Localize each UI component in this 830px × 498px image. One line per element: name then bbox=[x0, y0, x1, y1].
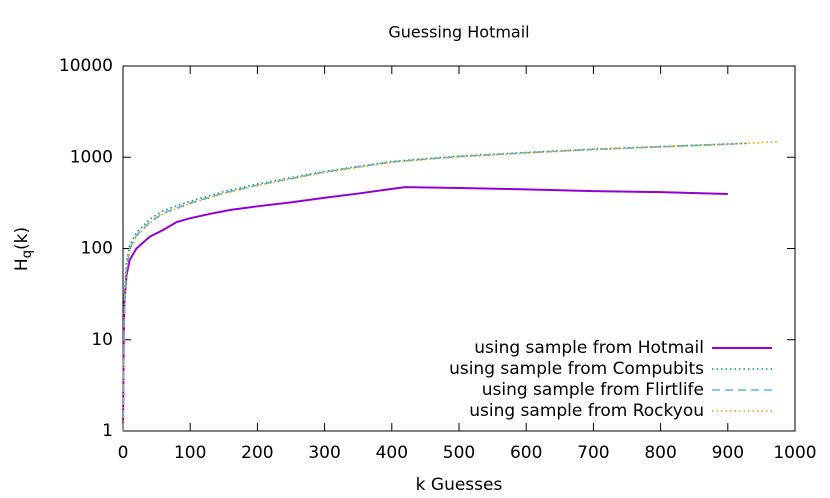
y-tick-label: 1 bbox=[102, 421, 113, 441]
legend-label: using sample from Compubits bbox=[449, 359, 704, 379]
x-tick-label: 200 bbox=[241, 443, 273, 463]
x-tick-label: 1000 bbox=[773, 443, 816, 463]
x-tick-label: 600 bbox=[510, 443, 542, 463]
series-line bbox=[122, 140, 779, 432]
legend-label: using sample from Flirtlife bbox=[482, 380, 704, 400]
y-axis-label: Hq(k) bbox=[12, 227, 35, 271]
x-tick-label: 100 bbox=[174, 443, 206, 463]
legend-label: using sample from Rockyou bbox=[469, 401, 704, 421]
x-tick-label: 500 bbox=[443, 443, 475, 463]
x-tick-label: 300 bbox=[308, 443, 340, 463]
y-label-rest: (k) bbox=[12, 227, 32, 250]
series-line bbox=[122, 186, 728, 432]
series-line bbox=[122, 142, 748, 432]
y-tick-label: 100 bbox=[81, 239, 113, 259]
x-tick-label: 400 bbox=[376, 443, 408, 463]
x-axis-label: k Guesses bbox=[416, 475, 503, 495]
x-tick-label: 800 bbox=[644, 443, 676, 463]
x-tick-label: 700 bbox=[577, 443, 609, 463]
y-label-sub: q bbox=[20, 250, 35, 258]
x-tick-label: 0 bbox=[118, 443, 129, 463]
y-tick-label: 10000 bbox=[59, 56, 113, 76]
y-tick-label: 10 bbox=[91, 330, 113, 350]
x-tick-label: 900 bbox=[712, 443, 744, 463]
y-tick-label: 1000 bbox=[70, 147, 113, 167]
chart-title: Guessing Hotmail bbox=[388, 23, 529, 42]
y-label-main: H bbox=[12, 258, 32, 271]
legend-label: using sample from Hotmail bbox=[474, 338, 704, 358]
